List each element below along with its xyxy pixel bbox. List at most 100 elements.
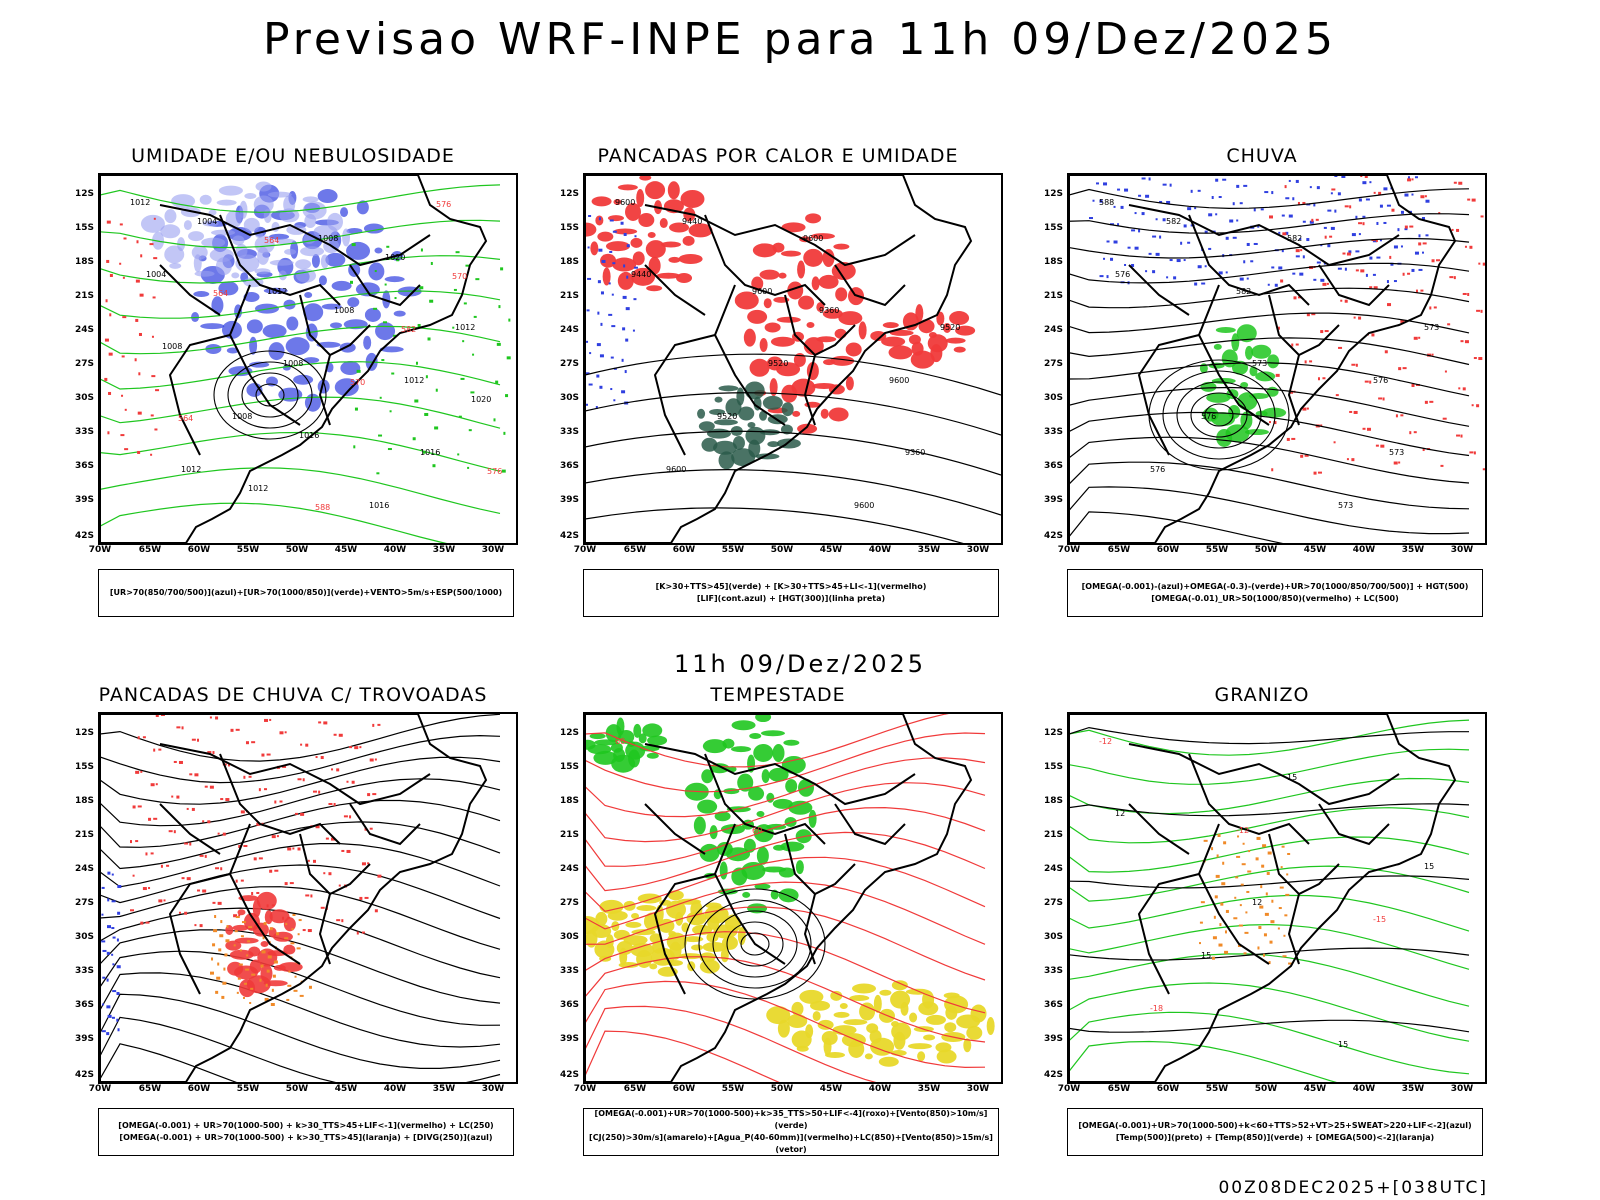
lat-tick-label: 36S — [559, 1000, 579, 1010]
lat-tick-label: 21S — [559, 830, 579, 840]
latitude-axis: 12S 15S 18S 21S 24S 27S 30S 33S 36S 39S 42S — [58, 173, 96, 545]
lat-tick-label: 12S — [74, 189, 94, 199]
map-frame: 60 60 — [583, 712, 1003, 1084]
lat-tick-label: 18S — [1043, 796, 1063, 806]
contour-label: 576 — [1115, 270, 1130, 279]
lat-tick-label: 39S — [559, 1034, 579, 1044]
legend-line: [OMEGA(-0.001)-(azul)+OMEGA(-0.3)-(verde… — [1081, 582, 1469, 591]
contour-label: 9520 — [940, 323, 960, 332]
lat-tick-label: 21S — [1043, 830, 1063, 840]
lat-tick-label: 36S — [74, 1000, 94, 1010]
lon-tick-label: 70W — [88, 1084, 112, 1094]
lon-tick-label: 40W — [868, 1084, 892, 1094]
panel-title: GRANIZO — [1214, 684, 1310, 706]
lat-tick-label: 12S — [559, 189, 579, 199]
coastline-layer — [585, 175, 973, 543]
contour-label: 9600 — [803, 234, 823, 243]
lat-tick-label: 33S — [1043, 966, 1063, 976]
lat-tick-label: 24S — [559, 325, 579, 335]
lat-tick-label: 36S — [1043, 461, 1063, 471]
map-frame: 1012 1012 1012 1012 1008 1012 1008 1016 1004 1008… — [98, 173, 518, 545]
lat-tick-label: 42S — [1043, 531, 1063, 541]
lat-tick-label: 21S — [559, 291, 579, 301]
lat-tick-label: 15S — [74, 762, 94, 772]
lat-tick-label: 33S — [74, 966, 94, 976]
lat-tick-label: 36S — [559, 461, 579, 471]
panel-tempestade: TEMPESTADE 12S 15S 18S 21S 24S 27S 30S 33S 36S 39S… — [543, 684, 1013, 1174]
lat-tick-label: 42S — [1043, 1070, 1063, 1080]
lon-tick-label: 30W — [966, 545, 990, 555]
lon-tick-label: 70W — [573, 545, 597, 555]
lat-tick-label: 15S — [1043, 762, 1063, 772]
lat-tick-label: 27S — [74, 898, 94, 908]
lon-tick-label: 60W — [1156, 545, 1180, 555]
contour-label: 1016 — [299, 431, 319, 440]
lon-tick-label: 55W — [236, 1084, 260, 1094]
lat-tick-label: 27S — [1043, 898, 1063, 908]
map-svg — [100, 714, 501, 1082]
contour-label: 1012 — [130, 198, 150, 207]
lat-tick-label: 39S — [74, 495, 94, 505]
lat-tick-label: 30S — [559, 932, 579, 942]
lat-tick-label: 24S — [74, 864, 94, 874]
contour-label: 1016 — [420, 448, 440, 457]
longitude-axis: 70W 65W 60W 55W 50W 45W 40W 35W 30W — [89, 545, 518, 559]
map-svg: 60 60 — [585, 714, 995, 1082]
contour-label: -12 — [1236, 826, 1249, 835]
lon-tick-label: 45W — [334, 545, 358, 555]
lon-tick-label: 65W — [138, 1084, 162, 1094]
main-title: Previsao WRF-INPE para 11h 09/Dez/2025 — [263, 14, 1337, 65]
contour-label: 15 — [1287, 773, 1297, 782]
lat-tick-label: 21S — [74, 291, 94, 301]
latitude-axis: 12S 15S 18S 21S 24S 27S 30S 33S 36S 39S 42S — [1027, 173, 1065, 545]
contour-label: 1008 — [232, 412, 252, 421]
lat-tick-label: 30S — [74, 932, 94, 942]
lat-tick-label: 18S — [74, 796, 94, 806]
lon-tick-label: 35W — [917, 545, 941, 555]
lon-tick-label: 40W — [383, 1084, 407, 1094]
contour-label: 576 — [436, 200, 451, 209]
map-frame — [98, 712, 518, 1084]
lon-tick-label: 35W — [1401, 545, 1425, 555]
longitude-axis: 70W 65W 60W 55W 50W 45W 40W 35W 30W — [89, 1084, 518, 1098]
lon-tick-label: 65W — [138, 545, 162, 555]
contour-label: 1016 — [369, 501, 389, 510]
field-layer — [1069, 175, 1485, 543]
field-layer — [1069, 719, 1470, 1082]
lat-tick-label: 27S — [74, 359, 94, 369]
panel-title: PANCADAS POR CALOR E UMIDADE — [597, 145, 959, 167]
legend-line: [UR>70(850/700/500)](azul)+[UR>70(1000/8… — [109, 588, 503, 597]
contour-labels: 588 582 576 576 582 573 576 573 576 573 573 582 — [1099, 198, 1439, 510]
lat-tick-label: 15S — [74, 223, 94, 233]
lon-tick-label: 45W — [819, 1084, 843, 1094]
contour-label: 9520 — [717, 412, 737, 421]
lat-tick-label: 42S — [559, 1070, 579, 1080]
lat-tick-label: 24S — [74, 325, 94, 335]
contour-label: -15 — [1373, 915, 1386, 924]
lon-tick-label: 30W — [481, 545, 505, 555]
lon-tick-label: 40W — [1352, 1084, 1376, 1094]
lon-tick-label: 35W — [917, 1084, 941, 1094]
contour-label: 1012 — [267, 287, 287, 296]
lat-tick-label: 24S — [1043, 864, 1063, 874]
panel-chuva: CHUVA 12S 15S 18S 21S 24S 27S 30S 33S 36S 39S 42S 58… — [1027, 145, 1497, 635]
contour-labels: 60 60 — [615, 737, 762, 835]
lat-tick-label: 42S — [74, 1070, 94, 1080]
lon-tick-label: 30W — [1450, 1084, 1474, 1094]
lon-tick-label: 50W — [285, 1084, 309, 1094]
lon-tick-label: 45W — [1303, 1084, 1327, 1094]
lon-tick-label: 50W — [770, 545, 794, 555]
lat-tick-label: 21S — [1043, 291, 1063, 301]
latitude-axis: 12S 15S 18S 21S 24S 27S 30S 33S 36S 39S 42S — [58, 712, 96, 1084]
panel-pancadas-calor: PANCADAS POR CALOR E UMIDADE 12S 15S 18S 21S… — [543, 145, 1013, 635]
lat-tick-label: 27S — [1043, 359, 1063, 369]
lat-tick-label: 18S — [559, 796, 579, 806]
coastline-layer — [1069, 175, 1457, 543]
contour-label: 9600 — [666, 465, 686, 474]
contour-label: 1004 — [197, 217, 217, 226]
field-layer — [100, 714, 501, 1082]
lat-tick-label: 15S — [1043, 223, 1063, 233]
contour-label: 582 — [401, 325, 416, 334]
contour-label: 570 — [350, 378, 365, 387]
contour-label: 570 — [452, 272, 467, 281]
